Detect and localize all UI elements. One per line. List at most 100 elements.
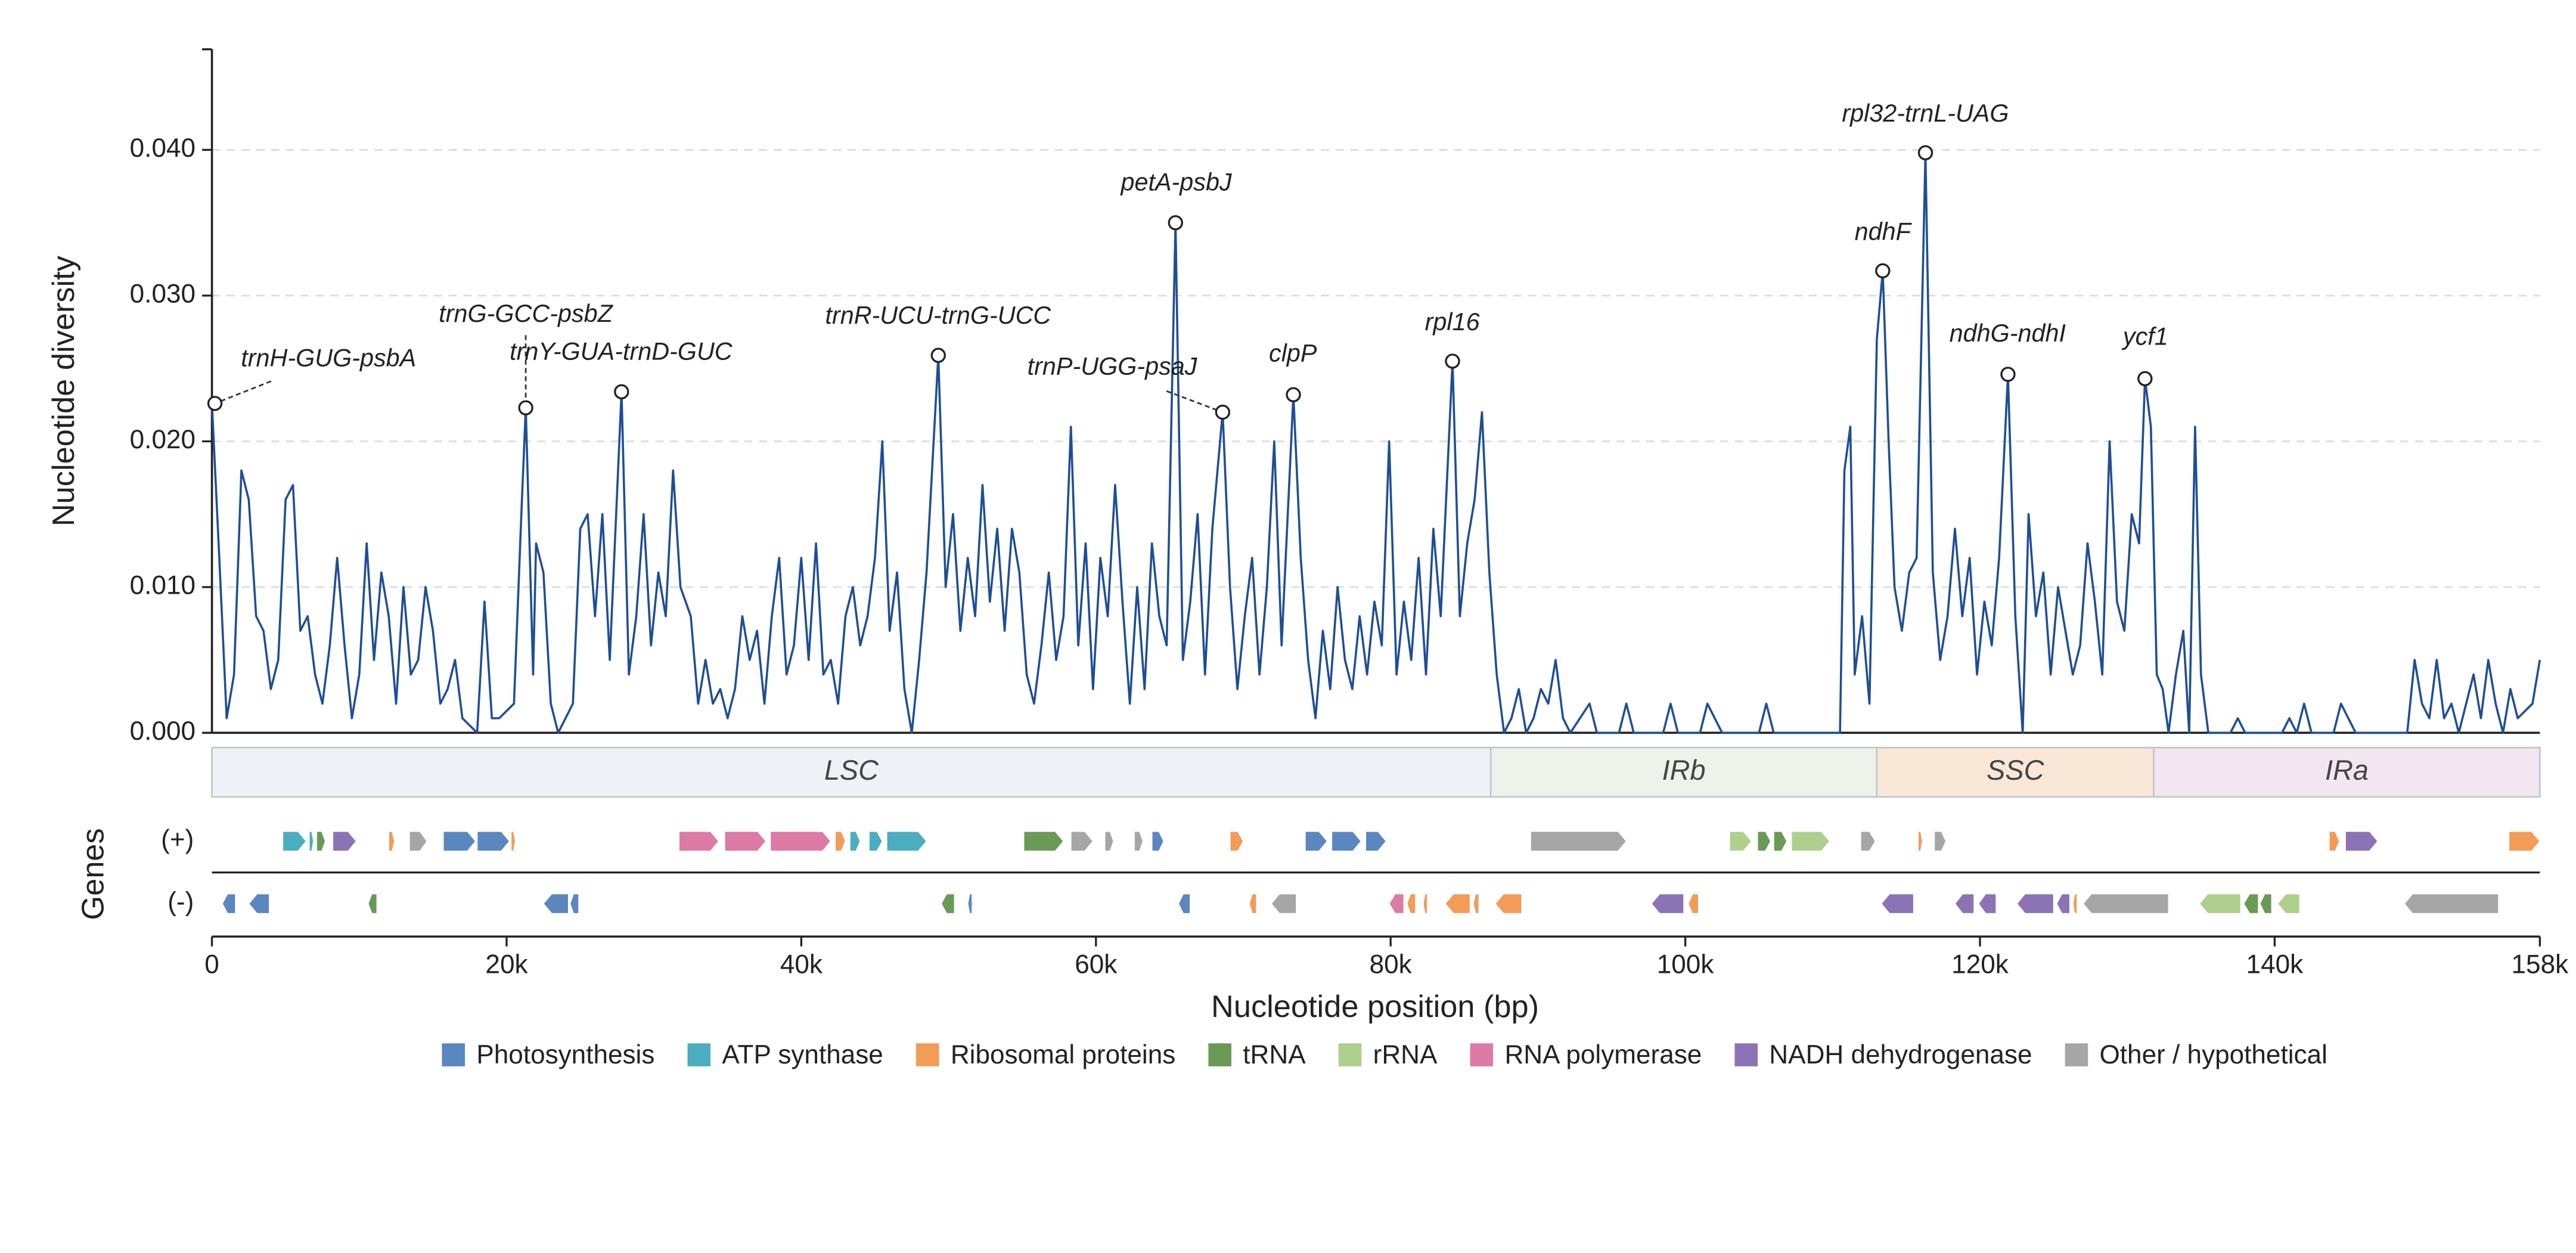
gene-arrow: [542, 893, 569, 914]
legend-label: tRNA: [1243, 1040, 1306, 1069]
annotation-point: [207, 396, 223, 411]
gene-arrow: [1880, 893, 1914, 914]
gene-arrow: [849, 830, 861, 852]
legend-swatch: [2065, 1043, 2088, 1066]
annotation-leader: [215, 380, 272, 405]
region-band: [1876, 746, 2155, 798]
legend-label: ATP synthase: [722, 1040, 883, 1069]
annotation-point: [930, 348, 946, 363]
gene-arrow: [1472, 893, 1480, 914]
annotation-point: [518, 400, 533, 415]
gene-arrow: [388, 830, 395, 852]
gene-arrow: [282, 830, 307, 852]
gene-arrow: [1151, 830, 1165, 852]
gene-arrow: [1687, 893, 1699, 914]
annotation-label: ndhF: [1855, 218, 1913, 245]
gene-arrow: [1773, 830, 1788, 852]
gene-arrow: [1104, 830, 1115, 852]
gene-arrow: [1917, 830, 1923, 852]
gene-arrow: [886, 830, 927, 852]
gene-arrow: [1422, 893, 1428, 914]
gene-arrow: [308, 830, 314, 852]
annotation-point: [1875, 263, 1891, 278]
gene-arrow: [1229, 830, 1244, 852]
annotation-point: [1215, 404, 1231, 420]
annotation-label: trnH-GUG-psbA: [241, 345, 416, 372]
gene-arrow: [2072, 893, 2078, 914]
gene-arrow: [724, 830, 767, 852]
gene-arrow: [2259, 893, 2273, 914]
legend-label: rRNA: [1373, 1040, 1438, 1069]
annotation-label: petA-psbJ: [1120, 169, 1232, 196]
x-tick-label: 140k: [2246, 950, 2304, 979]
gene-arrow: [868, 830, 883, 852]
annotation-point: [1286, 387, 1301, 402]
legend-swatch: [442, 1043, 465, 1066]
gene-arrow: [2056, 893, 2071, 914]
gene-arrow: [1270, 893, 1297, 914]
strand-label: (+): [161, 825, 194, 854]
legend-label: Photosynthesis: [476, 1040, 654, 1069]
y-tick-label: 0.030: [130, 280, 195, 309]
x-tick-label: 158k: [2512, 950, 2569, 979]
gene-arrow: [2277, 893, 2301, 914]
region-label: IRb: [1662, 755, 1706, 786]
x-axis-label: Nucleotide position (bp): [1211, 990, 1539, 1024]
strand-label: (-): [167, 888, 194, 917]
legend-swatch: [1734, 1043, 1758, 1066]
legend-swatch: [1208, 1043, 1232, 1066]
gene-arrow: [2199, 893, 2242, 914]
legend-swatch: [1338, 1043, 1362, 1066]
x-tick-label: 80k: [1370, 950, 1413, 979]
region-label: LSC: [824, 755, 879, 786]
gene-arrow: [2403, 893, 2499, 914]
legend-swatch: [1470, 1043, 1494, 1066]
annotation-leader: [1166, 390, 1223, 413]
y-tick-label: 0.010: [130, 571, 195, 600]
legend-label: NADH dehydrogenase: [1769, 1040, 2032, 1069]
annotation-label: ndhG-ndhI: [1950, 320, 2066, 347]
gene-arrow: [1134, 830, 1144, 852]
annotation-label: trnG-GCC-psbZ: [439, 300, 613, 327]
x-tick-label: 40k: [780, 950, 823, 979]
gene-arrow: [2082, 893, 2170, 914]
gene-arrow: [1756, 830, 1771, 852]
x-tick-label: 100k: [1657, 950, 1715, 979]
gene-arrow: [1494, 893, 1523, 914]
x-tick-label: 20k: [485, 950, 528, 979]
region-band: [211, 746, 1492, 798]
region-band: [2153, 746, 2541, 798]
y-axis-label: Nucleotide diversity: [46, 255, 81, 526]
y-tick-label: 0.020: [130, 425, 195, 454]
gene-arrow: [1790, 830, 1830, 852]
gene-arrow: [2329, 830, 2341, 852]
gene-arrow: [1331, 830, 1362, 852]
legend-swatch: [687, 1043, 711, 1066]
gene-arrow: [1444, 893, 1471, 914]
gene-arrow: [967, 893, 973, 914]
annotation-label: trnR-UCU-trnG-UCC: [825, 302, 1051, 329]
gene-arrow: [476, 830, 511, 852]
gene-arrow: [1530, 830, 1627, 852]
gene-arrow: [2345, 830, 2379, 852]
gene-arrow: [1728, 830, 1752, 852]
gene-arrow: [248, 893, 270, 914]
gene-arrow: [1406, 893, 1417, 914]
gene-arrow: [332, 830, 357, 852]
gene-arrow: [1023, 830, 1064, 852]
region-label: IRa: [2325, 755, 2369, 786]
legend-swatch: [915, 1043, 939, 1066]
gene-arrow: [1933, 830, 1947, 852]
gene-arrow: [316, 830, 326, 852]
y-tick-label: 0.000: [130, 717, 195, 746]
gene-arrow: [834, 830, 846, 852]
gene-arrow: [2016, 893, 2054, 914]
annotation-label: rpl32-trnL-UAG: [1842, 100, 2009, 127]
gene-arrow: [367, 893, 378, 914]
gene-arrow: [1304, 830, 1328, 852]
gene-arrow: [442, 830, 477, 852]
annotation-point: [1168, 215, 1183, 231]
annotation-point: [1445, 353, 1460, 369]
legend-label: Ribosomal proteins: [951, 1040, 1175, 1069]
